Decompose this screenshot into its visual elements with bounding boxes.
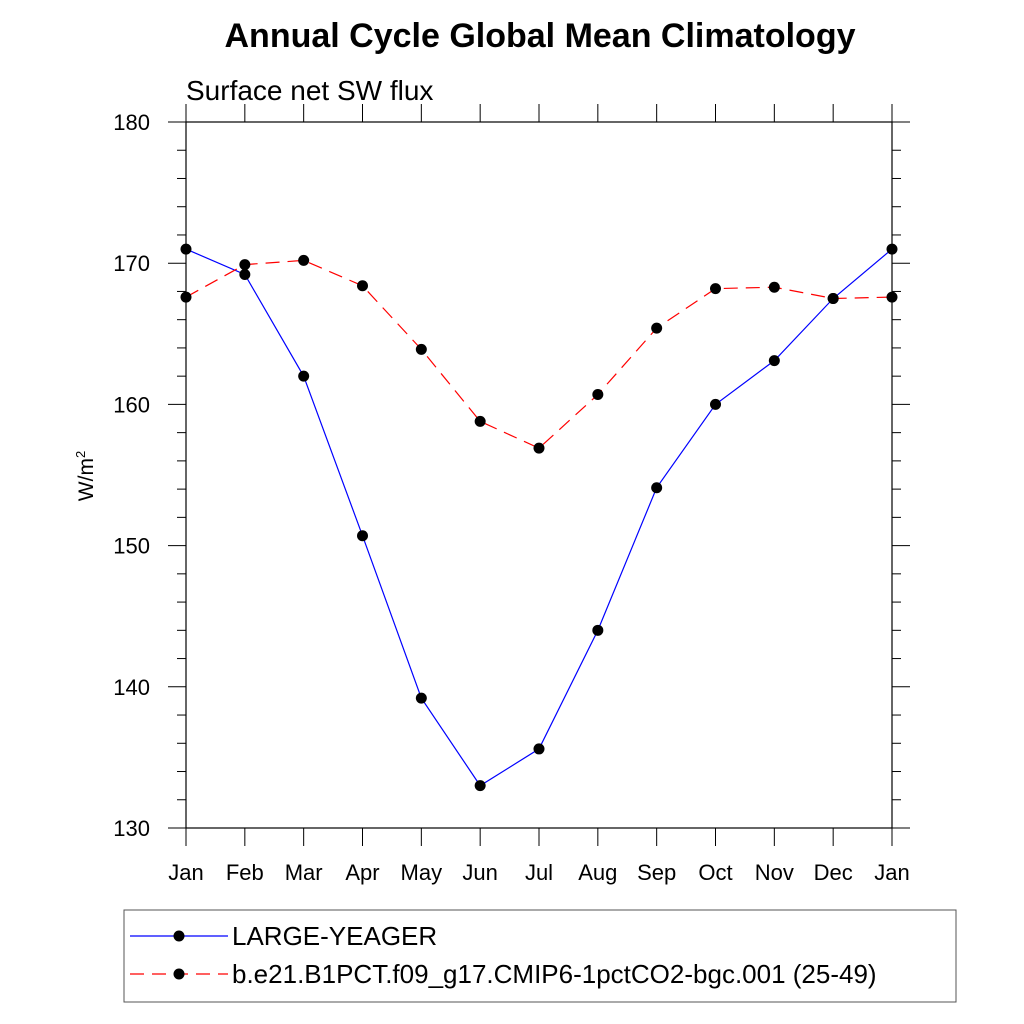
x-tick-label: Apr (345, 860, 379, 885)
data-point (357, 530, 368, 542)
data-point (415, 692, 427, 704)
chart-title: Annual Cycle Global Mean Climatology (225, 17, 856, 55)
y-tick-label: 170 (113, 251, 150, 276)
legend-marker-2 (173, 968, 185, 980)
data-point (474, 780, 486, 792)
series-1 (180, 243, 898, 792)
x-tick-label: Jan (874, 860, 909, 885)
data-point (592, 389, 604, 401)
data-point (710, 283, 721, 295)
legend: LARGE-YEAGER b.e21.B1PCT.f09_g17.CMIP6-1p… (123, 909, 957, 1003)
data-point (886, 243, 898, 255)
data-point (651, 322, 663, 334)
data-point (533, 743, 545, 755)
x-tick-label: Aug (578, 860, 617, 885)
x-tick-label: May (401, 860, 443, 885)
x-tick-label: Oct (698, 860, 732, 885)
y-tick-label: 130 (113, 816, 150, 841)
x-tick-label: Mar (285, 860, 323, 885)
x-tick-label: Feb (226, 860, 264, 885)
x-tick-label: Nov (755, 860, 794, 885)
plot-frame (185, 121, 893, 829)
x-tick-label: Sep (637, 860, 676, 885)
legend-marker-1 (173, 930, 185, 942)
y-axis-label: W/m2 (73, 451, 98, 501)
y-tick-label: 160 (113, 392, 150, 417)
legend-box (123, 909, 957, 1003)
data-point (886, 291, 898, 303)
x-tick-label: Jun (462, 860, 497, 885)
data-point (239, 259, 251, 271)
series-line (185, 248, 893, 787)
series-2 (180, 254, 898, 454)
x-tick-label: Jul (525, 860, 553, 885)
y-axis-label-exponent: 2 (73, 451, 88, 458)
data-point (768, 281, 780, 293)
data-point (239, 268, 251, 280)
data-point (651, 482, 663, 494)
data-point (298, 370, 310, 382)
data-point (415, 343, 427, 355)
data-point (180, 291, 192, 303)
data-point (180, 243, 192, 255)
axes: 130 140 150 160 170 180 Jan Feb Mar Apr May Jun Jul A… (113, 104, 910, 885)
data-point (827, 293, 839, 304)
legend-label-1: LARGE-YEAGER (232, 921, 437, 951)
series-line (185, 259, 893, 449)
data-point (298, 254, 310, 266)
x-tick-label: Jan (168, 860, 203, 885)
series-layer (180, 243, 898, 792)
data-point (357, 280, 368, 292)
data-point (710, 398, 721, 410)
data-point (533, 442, 545, 454)
y-axis-label-unit: W/m (75, 458, 98, 501)
data-point (768, 355, 780, 367)
data-point (474, 415, 486, 427)
y-tick-label: 180 (113, 110, 150, 135)
legend-label-2: b.e21.B1PCT.f09_g17.CMIP6-1pctCO2-bgc.00… (232, 959, 877, 989)
data-point (592, 624, 604, 636)
chart-subtitle: Surface net SW flux (186, 75, 433, 106)
y-tick-label: 140 (113, 675, 150, 700)
y-tick-label: 150 (113, 534, 150, 559)
x-tick-label: Dec (814, 860, 853, 885)
